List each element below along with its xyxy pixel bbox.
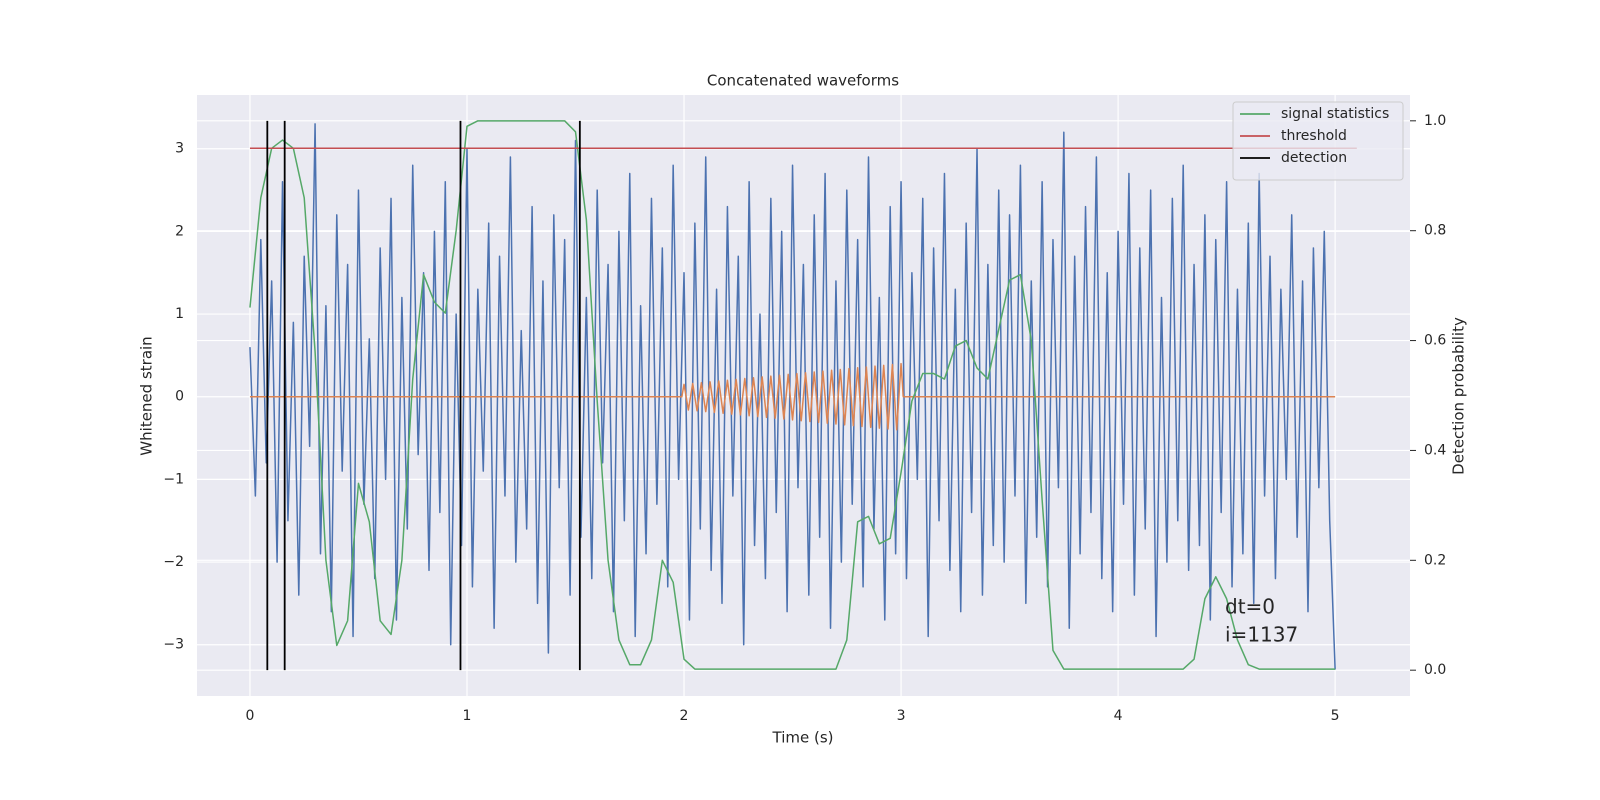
x-tick-label: 4 bbox=[1114, 708, 1123, 724]
y-tick-label: −1 bbox=[163, 471, 184, 487]
x-tick-label: 1 bbox=[463, 708, 472, 724]
series-line bbox=[249, 362, 1336, 431]
legend-label: signal statistics bbox=[1281, 106, 1389, 122]
y2-axis-label: Detection probability bbox=[1450, 317, 1468, 475]
y2-tick-label: 0.2 bbox=[1424, 552, 1446, 568]
x-tick-label: 2 bbox=[680, 708, 689, 724]
y-tick-label: 2 bbox=[175, 223, 184, 239]
y2-tick-label: 1.0 bbox=[1424, 113, 1446, 129]
x-tick-label: 5 bbox=[1331, 708, 1340, 724]
y2-tick-label: 0.0 bbox=[1424, 662, 1446, 678]
series-line bbox=[249, 120, 1336, 670]
annotation: dt=0 bbox=[1225, 595, 1275, 619]
x-axis-label: Time (s) bbox=[772, 729, 834, 747]
y-tick-label: 1 bbox=[175, 306, 184, 322]
y-tick-label: 0 bbox=[175, 389, 184, 405]
y2-tick-label: 0.8 bbox=[1424, 223, 1446, 239]
y2-tick-label: 0.6 bbox=[1424, 333, 1446, 349]
legend: signal statistics threshold detection bbox=[1232, 101, 1404, 181]
legend-label: detection bbox=[1281, 150, 1347, 166]
x-tick-label: 0 bbox=[245, 708, 254, 724]
axes: 0 1 2 3 4 5 −3 −2 −1 0 1 2 3 0.0 0.2 0.4 0.6 0.8 1.0 bbox=[163, 113, 1446, 724]
annotation: i=1137 bbox=[1225, 623, 1298, 647]
chart-title: Concatenated waveforms bbox=[707, 72, 899, 90]
series-line bbox=[249, 123, 1336, 670]
x-tick-label: 3 bbox=[897, 708, 906, 724]
y-tick-label: −2 bbox=[163, 554, 184, 570]
y-tick-label: 3 bbox=[175, 141, 184, 157]
marks bbox=[249, 120, 1357, 671]
legend-label: threshold bbox=[1281, 128, 1347, 144]
legend-box bbox=[1232, 101, 1404, 181]
y-tick-label: −3 bbox=[163, 637, 184, 653]
y2-tick-label: 0.4 bbox=[1424, 442, 1446, 458]
y-axis-label: Whitened strain bbox=[138, 336, 156, 455]
